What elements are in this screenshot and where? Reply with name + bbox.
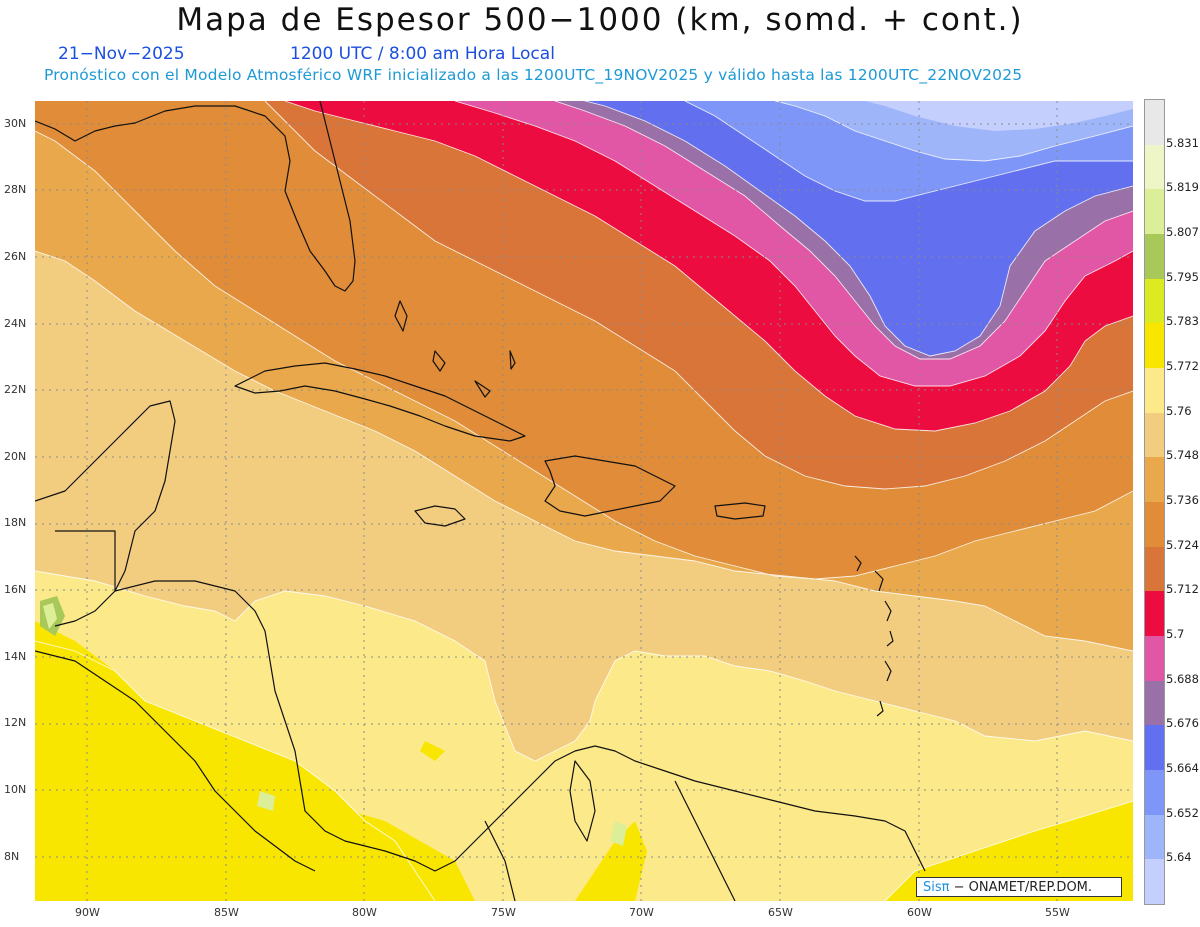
coastlines [35, 101, 926, 901]
colorbar-label: 5.688 [1166, 671, 1199, 686]
credit-brand: Sisπ [923, 880, 950, 895]
colorbar-label: 5.676 [1166, 716, 1199, 731]
lat-label: 16N [4, 583, 27, 596]
colorbar-segment [1145, 814, 1164, 860]
thickness-map-svg [35, 101, 1133, 901]
colorbar-label: 5.807 [1166, 225, 1199, 239]
forecast-description: Pronóstico con el Modelo Atmosférico WRF… [44, 66, 1023, 84]
contour-lines [35, 101, 1133, 901]
forecast-date: 21−Nov−2025 [58, 44, 185, 64]
colorbar-segment [1145, 502, 1164, 548]
colorbar-label: 5.652 [1166, 805, 1199, 820]
colorbar-label: 5.819 [1166, 180, 1199, 195]
colorbar-label: 5.64 [1166, 850, 1192, 865]
lat-label: 14N [4, 650, 27, 663]
colorbar-segment [1145, 546, 1164, 592]
colorbar-label: 5.795 [1166, 269, 1199, 284]
lon-label: 65W [768, 906, 793, 919]
lat-label: 12N [4, 716, 27, 729]
colorbar-segment [1145, 278, 1164, 324]
colorbar-segment [1145, 636, 1164, 682]
lat-label: 18N [4, 516, 27, 529]
thickness-map [35, 101, 1133, 901]
graticule [35, 101, 1133, 901]
colorbar-segment [1145, 323, 1164, 369]
lat-label: 24N [4, 317, 27, 330]
colorbar-label: 5.7 [1166, 627, 1185, 641]
colorbar-segment [1145, 412, 1164, 458]
colorbar-label: 5.736 [1166, 493, 1199, 507]
credit-box: Sisπ − ONAMET/REP.DOM. [916, 877, 1122, 897]
colorbar-segment [1145, 144, 1164, 190]
colorbar-label: 5.772 [1166, 359, 1199, 373]
lat-label: 22N [4, 383, 27, 396]
colorbar-label: 5.664 [1166, 761, 1199, 775]
colorbar-label: 5.748 [1166, 448, 1199, 463]
lat-label: 10N [4, 783, 27, 796]
colorbar-label: 5.831 [1166, 135, 1199, 150]
colorbar-label: 5.76 [1166, 403, 1192, 418]
colorbar [1144, 99, 1165, 905]
lat-label: 28N [4, 183, 27, 196]
lon-label: 60W [907, 906, 932, 919]
contour-5628 [825, 101, 1133, 131]
lon-label: 55W [1045, 906, 1070, 919]
colorbar-segment [1145, 100, 1164, 146]
lat-label: 8N [4, 850, 20, 863]
lon-label: 90W [75, 906, 100, 919]
lon-label: 85W [214, 906, 239, 919]
colorbar-segment [1145, 234, 1164, 280]
lat-label: 20N [4, 450, 27, 463]
colorbar-segment [1145, 189, 1164, 235]
colorbar-segment [1145, 725, 1164, 771]
colorbar-segment [1145, 368, 1164, 414]
colorbar-segment [1145, 680, 1164, 726]
lat-label: 26N [4, 250, 27, 263]
lat-label: 30N [4, 117, 27, 130]
lon-label: 70W [629, 906, 654, 919]
lon-label: 75W [491, 906, 516, 919]
colorbar-label: 5.724 [1166, 537, 1199, 552]
forecast-time: 1200 UTC / 8:00 am Hora Local [290, 44, 555, 64]
credit-text: − ONAMET/REP.DOM. [953, 880, 1093, 895]
chart-title: Mapa de Espesor 500−1000 (km, somd. + co… [176, 2, 1024, 38]
lon-label: 80W [352, 906, 377, 919]
colorbar-segment [1145, 457, 1164, 503]
colorbar-segment [1145, 859, 1164, 905]
colorbar-label: 5.712 [1166, 582, 1199, 597]
colorbar-label: 5.783 [1166, 314, 1199, 329]
colorbar-segment [1145, 770, 1164, 816]
colorbar-segment [1145, 591, 1164, 637]
